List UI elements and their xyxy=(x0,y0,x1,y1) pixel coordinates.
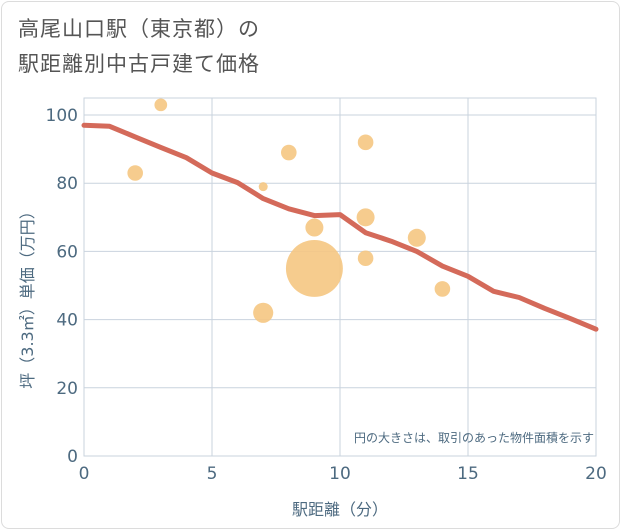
bubble-point xyxy=(253,302,274,323)
x-tick-label: 5 xyxy=(207,464,218,484)
bubble-point xyxy=(154,98,168,112)
x-axis-label: 駅距離（分） xyxy=(292,500,388,519)
y-axis-label: 坪（3.3㎡）単価（万円） xyxy=(18,203,37,388)
y-tick-label: 0 xyxy=(67,447,78,467)
bubble-point xyxy=(434,281,451,297)
y-tick-label: 60 xyxy=(56,242,78,262)
bubble-point xyxy=(407,228,426,247)
trend-series xyxy=(81,122,599,332)
bubble-point xyxy=(356,208,375,227)
bubble-point xyxy=(357,250,374,267)
trend-line xyxy=(81,122,599,332)
x-tick-label: 15 xyxy=(457,464,479,484)
x-tick-label: 20 xyxy=(585,464,607,484)
bubble-point xyxy=(281,144,297,161)
chart-title-line2: 駅距離別中古戸建て価格 xyxy=(18,52,260,76)
y-tick-label: 80 xyxy=(56,174,78,194)
y-tick-label: 100 xyxy=(46,106,78,126)
y-tick-label: 20 xyxy=(56,379,78,399)
x-tick-label: 0 xyxy=(79,464,90,484)
bubble-point xyxy=(357,134,374,151)
x-tick-label: 10 xyxy=(329,464,351,484)
tick-labels: 0 5 10 15 20 0 20 40 60 80 100 xyxy=(46,106,607,484)
y-tick-label: 40 xyxy=(56,311,78,331)
chart-title-line1: 高尾山口駅（東京都）の xyxy=(18,17,260,41)
bubble-point xyxy=(285,240,343,297)
chart-title: 高尾山口駅（東京都）の 駅距離別中古戸建て価格 xyxy=(18,12,260,82)
bubble-point xyxy=(305,218,324,237)
bubble-point xyxy=(127,165,143,181)
bubble-point xyxy=(258,182,268,192)
bubble-series xyxy=(127,98,451,323)
size-annotation: 円の大きさは、取引のあった物件面積を示す xyxy=(354,430,594,445)
